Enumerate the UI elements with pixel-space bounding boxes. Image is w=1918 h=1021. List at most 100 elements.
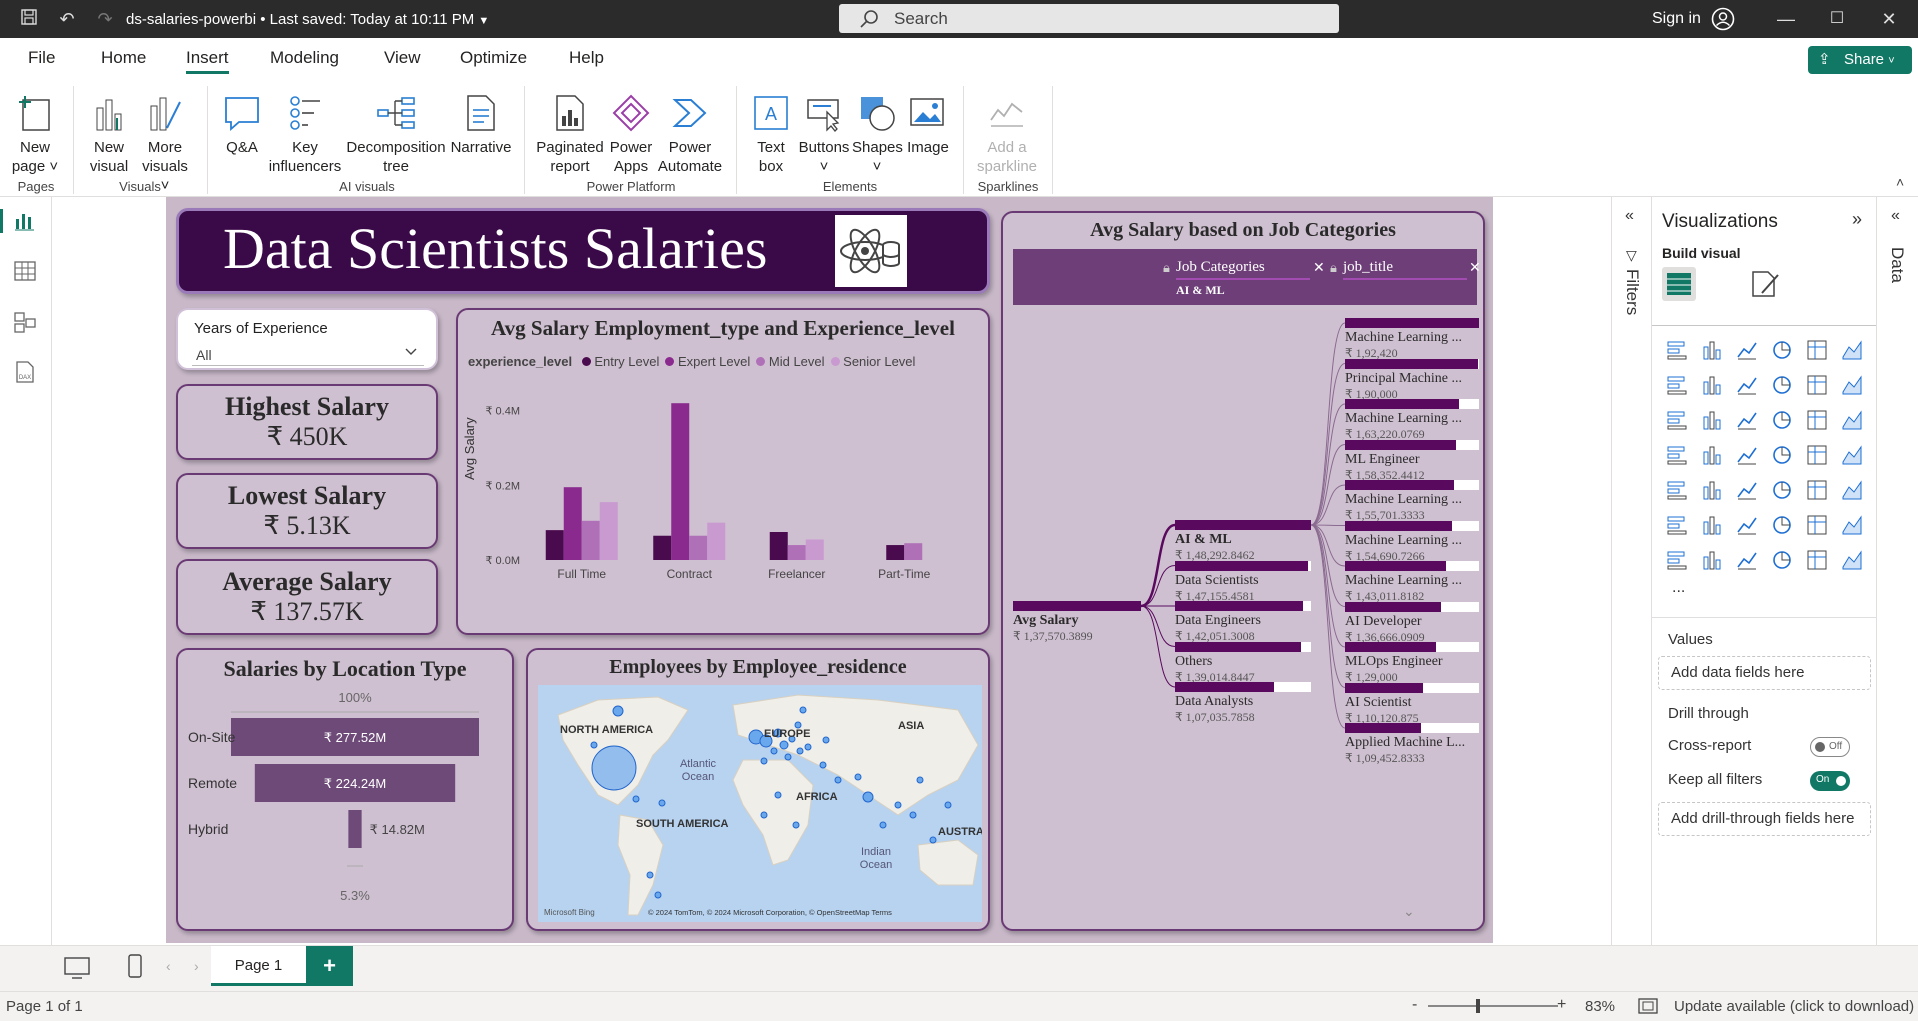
decomposition-tree-card[interactable]: Avg Salary based on Job Categories 🔒︎ Jo… [1001, 211, 1485, 931]
minimize-icon[interactable]: — [1777, 9, 1795, 29]
node-bar[interactable] [1345, 439, 1479, 450]
collapse-visualizations-icon[interactable]: » [1852, 209, 1863, 229]
stacked-bar-visual-icon[interactable] [1664, 337, 1690, 363]
update-available-link[interactable]: Update available (click to download) [1674, 998, 1915, 1015]
automate-visual-icon[interactable] [1839, 547, 1865, 573]
bar[interactable] [563, 487, 582, 560]
line-column-visual-icon[interactable] [1804, 372, 1830, 398]
100-bar-visual-icon[interactable] [1804, 337, 1830, 363]
decomposition-visual-icon[interactable] [1734, 512, 1760, 538]
scroll-left-icon[interactable]: ‹ [166, 958, 171, 974]
funnel-bar[interactable] [231, 718, 479, 756]
kpi-card-highest[interactable]: Highest Salary ₹ 450K [176, 384, 438, 460]
bar[interactable] [805, 539, 824, 560]
zoom-out-button[interactable]: - [1412, 996, 1418, 1013]
scroll-right-icon[interactable]: › [194, 958, 199, 974]
map-visual-icon[interactable] [1699, 442, 1725, 468]
image-button[interactable]: Image [902, 88, 954, 157]
bar[interactable] [545, 530, 564, 560]
node-bar[interactable] [1345, 399, 1479, 409]
treemap-visual-icon[interactable] [1664, 442, 1690, 468]
map-card[interactable]: Employees by Employee_residence [526, 648, 990, 931]
experience-slicer[interactable]: Years of Experience All [176, 308, 438, 370]
menu-file[interactable]: File [28, 48, 56, 67]
powerapps-visual-icon[interactable] [1804, 547, 1830, 573]
clustered-bar-visual-icon[interactable] [1734, 337, 1760, 363]
bar-chart-card[interactable]: Avg Salary Employment_type and Experienc… [456, 308, 990, 635]
model-view-icon[interactable] [14, 311, 36, 336]
menu-insert[interactable]: Insert [186, 48, 229, 74]
stacked-area-visual-icon[interactable] [1734, 372, 1760, 398]
narrative-visual-icon[interactable] [1804, 512, 1830, 538]
build-visual-tab[interactable] [1662, 267, 1696, 301]
scatter-visual-icon[interactable] [1769, 407, 1795, 433]
more-visuals-ellipsis[interactable]: ... [1672, 579, 1686, 596]
menu-home[interactable]: Home [101, 48, 147, 67]
header-job-title[interactable]: job_title [1343, 259, 1467, 280]
bar[interactable] [653, 535, 672, 560]
multirow-card-visual-icon[interactable] [1664, 477, 1690, 503]
pie-visual-icon[interactable] [1804, 407, 1830, 433]
maximize-icon[interactable]: ☐ [1829, 10, 1845, 27]
bar[interactable] [689, 535, 708, 560]
bar[interactable] [671, 403, 690, 560]
remove-level-icon[interactable]: ✕ [1313, 259, 1325, 275]
shapes-button[interactable]: Shapes ˅ [852, 88, 903, 176]
dax-query-view-icon[interactable]: DAX [14, 361, 36, 386]
bar[interactable] [769, 532, 788, 560]
menu-optimize[interactable]: Optimize [460, 48, 528, 67]
key-influencers-visual-icon[interactable] [1699, 512, 1725, 538]
more-visuals-button[interactable]: More visuals ˅ [137, 88, 193, 195]
file-name-area[interactable]: ds-salaries-powerbi • Last saved: Today … [126, 11, 490, 28]
cross-report-toggle[interactable]: Off [1810, 737, 1850, 757]
new-page-button[interactable]: New page ˅ [10, 88, 60, 176]
node-bar[interactable] [1345, 480, 1479, 490]
node-bar[interactable] [1345, 601, 1479, 612]
sign-in-link[interactable]: Sign in [1652, 10, 1701, 27]
collapse-ribbon-icon[interactable]: ˄ [1896, 174, 1905, 190]
paginated-report-button[interactable]: Paginated report [534, 88, 606, 176]
zoom-in-button[interactable]: + [1557, 996, 1567, 1013]
key-influencers-button[interactable]: Key influencers [266, 88, 344, 176]
bar[interactable] [904, 543, 923, 560]
stacked-column-visual-icon[interactable] [1699, 337, 1725, 363]
gauge-visual-icon[interactable] [1804, 442, 1830, 468]
funnel-card[interactable]: Salaries by Location Type 100% On-Site ₹ 2… [176, 648, 514, 931]
save-icon[interactable] [18, 8, 40, 30]
goals-visual-icon[interactable] [1839, 512, 1865, 538]
paginated-visual-icon[interactable] [1664, 547, 1690, 573]
header-job-categories[interactable]: Job Categories [1176, 259, 1310, 280]
values-well[interactable]: Add data fields here [1658, 656, 1871, 690]
add-page-button[interactable]: + [306, 946, 353, 986]
drill-through-well[interactable]: Add drill-through fields here [1658, 802, 1871, 836]
area-visual-icon[interactable] [1699, 372, 1725, 398]
menu-help[interactable]: Help [569, 48, 604, 67]
node-bar[interactable] [1345, 682, 1479, 693]
ribbon-visual-icon[interactable] [1769, 372, 1795, 398]
funnel-visual-icon[interactable] [1734, 407, 1760, 433]
power-apps-button[interactable]: Power Apps [606, 88, 656, 176]
close-icon[interactable]: ✕ [1881, 9, 1897, 29]
new-visual-button[interactable]: New visual [84, 88, 134, 176]
format-visual-tab[interactable] [1750, 269, 1780, 302]
bar[interactable] [581, 520, 600, 560]
scroll-down-icon[interactable]: ⌄ [1403, 903, 1415, 919]
slicer-visual-icon[interactable] [1734, 477, 1760, 503]
remove-level-icon[interactable]: ✕ [1469, 259, 1481, 275]
node-bar[interactable] [1175, 682, 1311, 692]
desktop-layout-icon[interactable] [64, 956, 90, 983]
100-column-visual-icon[interactable] [1839, 337, 1865, 363]
slicer-dropdown[interactable]: All [192, 344, 424, 366]
legend-item[interactable]: Entry Level [581, 354, 659, 369]
node-bar[interactable] [1345, 642, 1479, 652]
power-automate-button[interactable]: Power Automate [656, 88, 724, 176]
node-bar[interactable] [1345, 520, 1479, 531]
ribbon-chart-visual-icon[interactable] [1664, 407, 1690, 433]
table-view-icon[interactable] [14, 261, 36, 284]
undo-icon[interactable]: ↶ [59, 9, 75, 29]
node-bar[interactable] [1175, 520, 1311, 530]
page-tab-1[interactable]: Page 1 [211, 946, 306, 986]
menu-view[interactable]: View [384, 48, 421, 67]
node-bar[interactable] [1345, 358, 1479, 369]
node-bar[interactable] [1345, 723, 1479, 733]
